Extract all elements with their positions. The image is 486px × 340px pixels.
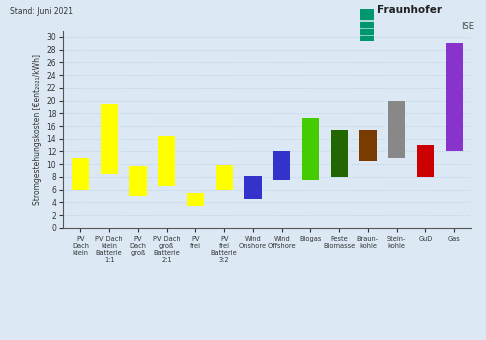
- Bar: [187, 193, 204, 206]
- Bar: [360, 29, 374, 34]
- Bar: [360, 36, 374, 41]
- Text: Fraunhofer: Fraunhofer: [377, 5, 442, 15]
- Y-axis label: Stromgestehungskosten [€ent₂₀₂₁/kWh]: Stromgestehungskosten [€ent₂₀₂₁/kWh]: [34, 54, 42, 205]
- Bar: [388, 101, 405, 158]
- Bar: [216, 166, 233, 190]
- Bar: [101, 104, 118, 174]
- Bar: [244, 176, 261, 199]
- Bar: [330, 131, 348, 177]
- Bar: [417, 145, 434, 177]
- Bar: [273, 151, 290, 180]
- Bar: [446, 43, 463, 151]
- Text: ISE: ISE: [461, 22, 474, 31]
- Bar: [158, 136, 175, 186]
- Bar: [359, 131, 377, 161]
- Bar: [360, 10, 374, 14]
- Bar: [302, 118, 319, 180]
- Bar: [129, 166, 147, 196]
- Bar: [360, 15, 374, 19]
- Bar: [72, 158, 89, 190]
- Text: Stand: Juni 2021: Stand: Juni 2021: [10, 7, 73, 16]
- Bar: [360, 22, 374, 27]
